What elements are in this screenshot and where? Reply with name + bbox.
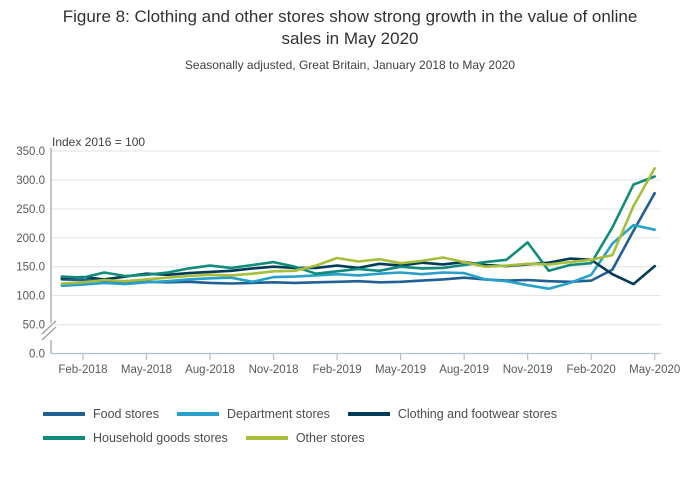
y-axis-label: 250.0 xyxy=(16,204,45,216)
y-axis-label: 50.0 xyxy=(23,320,45,332)
legend-swatch-household-goods-stores xyxy=(43,436,85,440)
axis-break-icon xyxy=(41,326,57,341)
y-axis-label: 300.0 xyxy=(16,175,45,187)
y-axis-label: 150.0 xyxy=(16,262,45,274)
x-axis-label: Nov-2019 xyxy=(503,364,553,376)
legend-swatch-food-stores xyxy=(43,412,85,416)
x-axis-label: Aug-2018 xyxy=(185,364,235,376)
axis-note: Index 2016 = 100 xyxy=(52,135,145,149)
series-line-other-stores xyxy=(60,167,657,285)
legend-item-department-stores: Department stores xyxy=(177,407,330,421)
x-axis-label: Feb-2020 xyxy=(567,364,616,376)
x-axis-label: Nov-2018 xyxy=(249,364,299,376)
y-axis-label: 0.0 xyxy=(29,349,45,361)
legend-item-clothing-and-footwear-stores: Clothing and footwear stores xyxy=(347,407,557,421)
legend-label: Clothing and footwear stores xyxy=(397,407,557,421)
y-axis-label: 100.0 xyxy=(16,291,45,303)
x-axis-label: Feb-2018 xyxy=(58,364,107,376)
legend-swatch-other-stores xyxy=(245,436,288,440)
chart-title: Figure 8: Clothing and other stores show… xyxy=(62,7,638,49)
legend-item-household-goods-stores: Household goods stores xyxy=(43,431,228,445)
legend-label: Department stores xyxy=(227,407,330,421)
y-axis-label: 350.0 xyxy=(16,146,45,158)
legend-label: Food stores xyxy=(93,407,160,421)
line-chart: Feb-2018 May-2018 Aug-2018 Nov-2018 Feb-2019… xyxy=(16,135,680,376)
legend-item-other-stores: Other stores xyxy=(245,431,365,445)
series-line-household-goods-stores xyxy=(60,175,657,279)
series-line-department-stores xyxy=(60,223,657,290)
axis-break-icon xyxy=(41,320,57,335)
x-axis-label: Aug-2019 xyxy=(439,364,489,376)
x-axis-label: May-2020 xyxy=(629,364,680,376)
x-axis-label: May-2019 xyxy=(375,364,426,376)
legend-item-food-stores: Food stores xyxy=(43,407,159,421)
y-axis-label: 200.0 xyxy=(16,233,45,245)
chart-legend: Food stores Department stores Clothing and… xyxy=(43,407,608,445)
legend-label: Household goods stores xyxy=(93,431,228,445)
x-axis-label: Feb-2019 xyxy=(312,364,361,376)
x-axis-label: May-2018 xyxy=(121,364,172,376)
legend-swatch-clothing-and-footwear-stores xyxy=(347,412,390,416)
legend-swatch-department-stores xyxy=(177,412,220,416)
legend-label: Other stores xyxy=(295,431,365,445)
chart-subtitle: Seasonally adjusted, Great Britain, Janu… xyxy=(184,58,516,72)
